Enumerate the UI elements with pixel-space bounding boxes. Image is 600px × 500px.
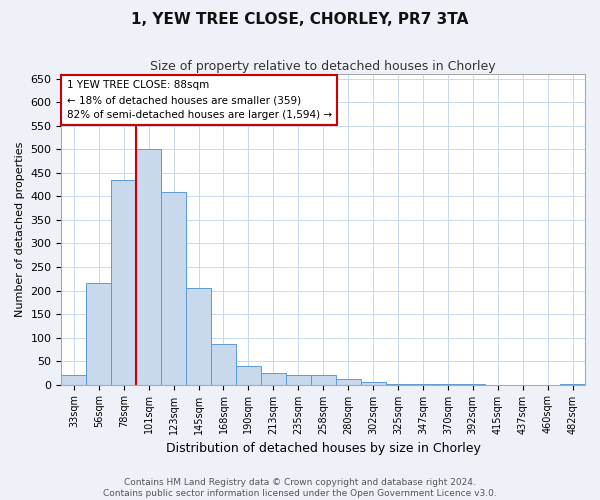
Bar — [186, 288, 211, 384]
Bar — [261, 373, 286, 384]
Bar — [86, 284, 111, 384]
Bar — [311, 375, 335, 384]
Bar — [161, 192, 186, 384]
X-axis label: Distribution of detached houses by size in Chorley: Distribution of detached houses by size … — [166, 442, 481, 455]
Text: 1, YEW TREE CLOSE, CHORLEY, PR7 3TA: 1, YEW TREE CLOSE, CHORLEY, PR7 3TA — [131, 12, 469, 28]
Bar — [61, 375, 86, 384]
Bar — [361, 382, 386, 384]
Bar — [236, 366, 261, 384]
Bar — [335, 379, 361, 384]
Title: Size of property relative to detached houses in Chorley: Size of property relative to detached ho… — [151, 60, 496, 73]
Bar — [211, 344, 236, 384]
Bar — [136, 150, 161, 384]
Text: 1 YEW TREE CLOSE: 88sqm
← 18% of detached houses are smaller (359)
82% of semi-d: 1 YEW TREE CLOSE: 88sqm ← 18% of detache… — [67, 80, 332, 120]
Bar — [111, 180, 136, 384]
Y-axis label: Number of detached properties: Number of detached properties — [15, 142, 25, 317]
Bar — [286, 375, 311, 384]
Text: Contains HM Land Registry data © Crown copyright and database right 2024.
Contai: Contains HM Land Registry data © Crown c… — [103, 478, 497, 498]
